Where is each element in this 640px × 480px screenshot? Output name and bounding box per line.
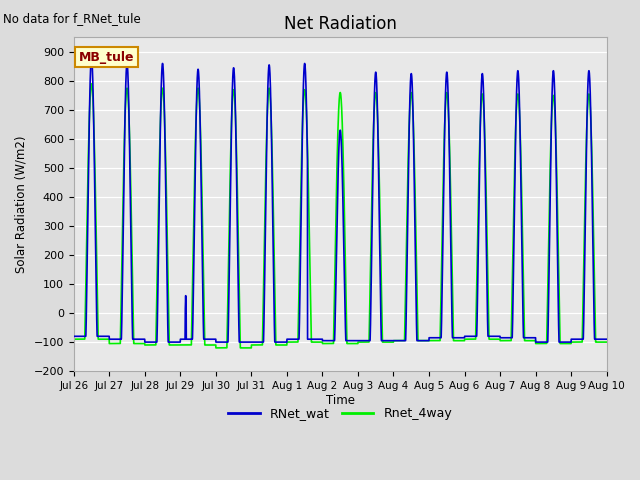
Rnet_4way <box>70 336 77 342</box>
Legend: RNet_wat, Rnet_4way: RNet_wat, Rnet_4way <box>223 402 457 425</box>
RNet_wat <box>460 335 467 341</box>
RNet_wat <box>603 336 611 342</box>
Rnet_4way <box>166 342 173 348</box>
Rnet_4way <box>602 339 610 345</box>
Rnet_4way <box>88 81 95 87</box>
X-axis label: Time: Time <box>326 394 355 407</box>
Rnet_4way <box>490 336 498 342</box>
Line: Rnet_4way: Rnet_4way <box>74 84 607 348</box>
RNet_wat <box>321 338 328 344</box>
Text: MB_tule: MB_tule <box>79 51 134 64</box>
Rnet_4way <box>603 339 611 345</box>
Rnet_4way <box>212 345 220 351</box>
Text: No data for f_RNet_tule: No data for f_RNet_tule <box>3 12 141 25</box>
Rnet_4way <box>430 338 438 344</box>
RNet_wat <box>602 336 610 342</box>
Rnet_4way <box>321 341 328 347</box>
RNet_wat <box>166 339 173 345</box>
Y-axis label: Solar Radiation (W/m2): Solar Radiation (W/m2) <box>15 135 28 273</box>
RNet_wat <box>70 334 77 339</box>
Title: Net Radiation: Net Radiation <box>284 15 397 33</box>
Line: RNet_wat: RNet_wat <box>74 58 607 342</box>
RNet_wat <box>490 334 498 339</box>
RNet_wat <box>88 55 95 60</box>
RNet_wat <box>430 335 438 341</box>
RNet_wat <box>141 339 148 345</box>
Rnet_4way <box>460 338 467 344</box>
